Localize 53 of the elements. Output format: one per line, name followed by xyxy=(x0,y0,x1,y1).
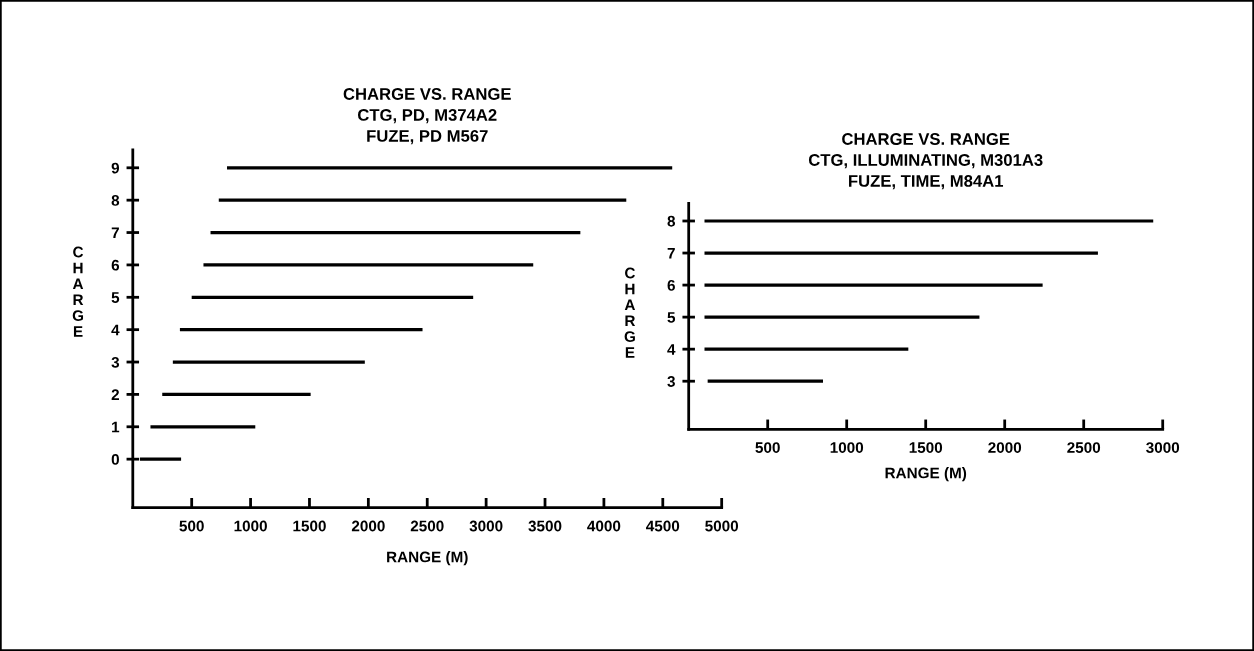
y-tick-label: 4 xyxy=(667,344,676,355)
bar xyxy=(704,251,1098,255)
y-tick-label: 2 xyxy=(111,389,119,400)
bar xyxy=(227,166,673,170)
bar xyxy=(172,360,365,364)
chart-title: CHARGE VS. RANGE CTG, PD, M374A2 FUZE, PD M567 xyxy=(343,88,511,145)
x-tick-label: 1500 xyxy=(293,520,326,532)
y-axis-title: CHARGE xyxy=(624,267,636,358)
bar xyxy=(704,347,909,351)
x-tick-label: 500 xyxy=(179,520,204,532)
x-tick-label: 5000 xyxy=(705,520,739,532)
bar xyxy=(203,263,534,267)
y-tick-label: 4 xyxy=(111,324,120,336)
y-tick-label: 1 xyxy=(112,421,120,433)
x-tick-label: 2500 xyxy=(1067,442,1101,453)
bar xyxy=(707,379,823,383)
y-tick-label: 6 xyxy=(667,279,675,291)
x-axis-title: RANGE (M) xyxy=(387,551,468,566)
bar xyxy=(191,295,474,299)
bar xyxy=(704,315,980,319)
x-tick-label: 2000 xyxy=(988,442,1022,453)
y-tick-label: 3 xyxy=(111,356,120,368)
x-axis-title: RANGE (M) xyxy=(885,467,967,482)
x-tick-label: 2000 xyxy=(351,520,385,532)
y-tick-label: 8 xyxy=(667,215,676,227)
x-tick-label: 1000 xyxy=(234,520,267,532)
bar xyxy=(210,230,581,235)
y-tick-label: 5 xyxy=(111,292,120,303)
chart-title: CHARGE VS. RANGE CTG, ILLUMINATING, M301A3 FUZE, TIME, M84A1 xyxy=(808,133,1043,190)
y-tick-label: 8 xyxy=(111,195,120,206)
bar xyxy=(704,219,1154,223)
x-tick-label: 3000 xyxy=(469,520,503,532)
x-tick-label: 4500 xyxy=(646,520,680,532)
bar xyxy=(218,198,627,202)
y-tick-label: 5 xyxy=(667,312,676,323)
x-tick-label: 2500 xyxy=(410,520,444,532)
x-tick-label: 1500 xyxy=(909,442,943,453)
bar xyxy=(704,283,1043,287)
bar xyxy=(179,328,423,332)
y-tick-label: 7 xyxy=(111,227,119,239)
x-tick-label: 3000 xyxy=(1146,442,1180,454)
x-tick-label: 500 xyxy=(755,442,780,453)
x-tick-label: 1000 xyxy=(830,442,864,453)
y-tick-label: 7 xyxy=(667,248,675,259)
y-tick-label: 9 xyxy=(111,162,120,174)
bar xyxy=(150,425,256,429)
y-tick-label: 6 xyxy=(111,259,120,271)
x-tick-label: 4000 xyxy=(587,520,621,532)
x-tick-label: 3500 xyxy=(528,520,562,532)
bar xyxy=(162,392,311,397)
y-tick-label: 0 xyxy=(111,454,119,465)
y-axis-title: CHARGE xyxy=(72,246,84,337)
y-tick-label: 3 xyxy=(667,376,675,387)
